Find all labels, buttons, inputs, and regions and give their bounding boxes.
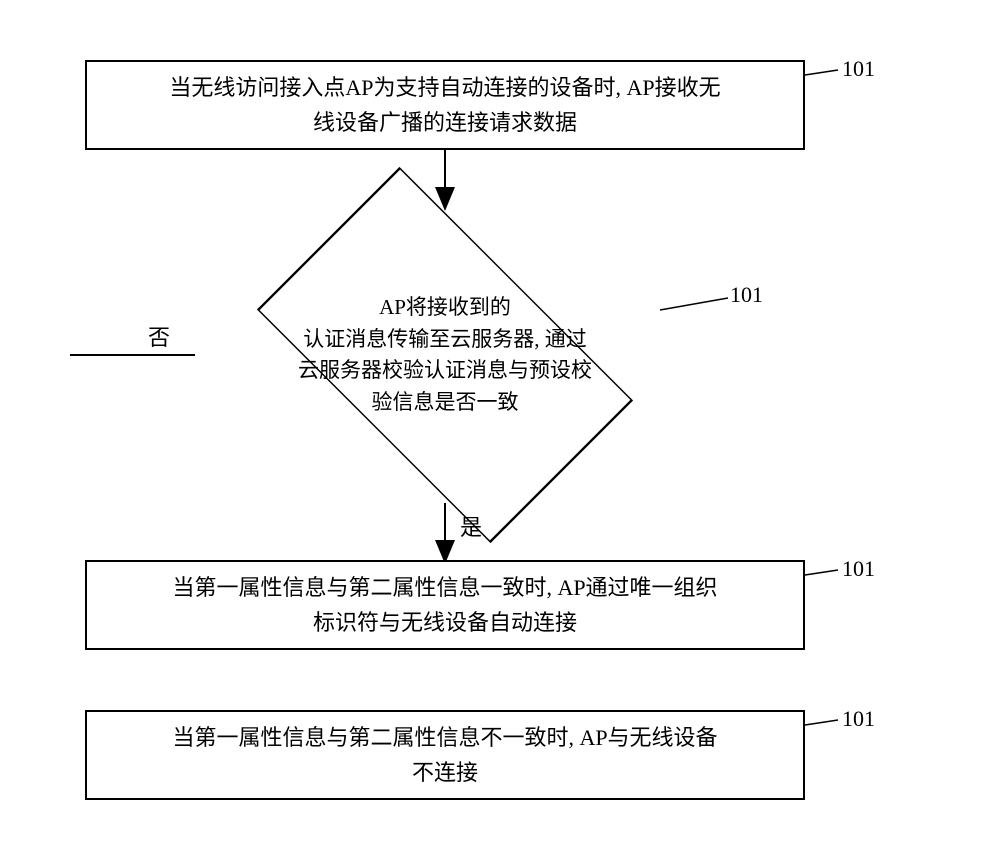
node-step1-line2: 线设备广播的连接请求数据	[313, 110, 577, 135]
node-step3-line1: 当第一属性信息与第二属性信息一致时, AP通过唯一组织	[172, 575, 717, 600]
node-step4-line2: 不连接	[412, 760, 478, 785]
label-step3: 101	[842, 556, 875, 582]
leader-step3	[805, 570, 838, 575]
decision-shape	[257, 167, 633, 543]
label-step1: 101	[842, 56, 875, 82]
branch-yes: 是	[460, 510, 482, 542]
node-step1-line1: 当无线访问接入点AP为支持自动连接的设备时, AP接收无	[169, 75, 720, 100]
node-step4-line1: 当第一属性信息与第二属性信息不一致时, AP与无线设备	[172, 725, 717, 750]
flowchart-canvas: 当无线访问接入点AP为支持自动连接的设备时, AP接收无 线设备广播的连接请求数…	[0, 0, 1000, 857]
label-step4: 101	[842, 706, 875, 732]
leader-step4	[805, 720, 838, 725]
node-step4: 当第一属性信息与第二属性信息不一致时, AP与无线设备 不连接	[85, 710, 805, 800]
node-step3: 当第一属性信息与第二属性信息一致时, AP通过唯一组织 标识符与无线设备自动连接	[85, 560, 805, 650]
label-decision: 101	[730, 282, 763, 308]
leader-step1	[805, 70, 838, 75]
branch-no: 否	[148, 320, 170, 352]
node-step3-line2: 标识符与无线设备自动连接	[313, 610, 577, 635]
node-decision: AP将接收到的 认证消息传输至云服务器, 通过 云服务器校验认证消息与预设校 验…	[195, 207, 695, 503]
node-step1: 当无线访问接入点AP为支持自动连接的设备时, AP接收无 线设备广播的连接请求数…	[85, 60, 805, 150]
